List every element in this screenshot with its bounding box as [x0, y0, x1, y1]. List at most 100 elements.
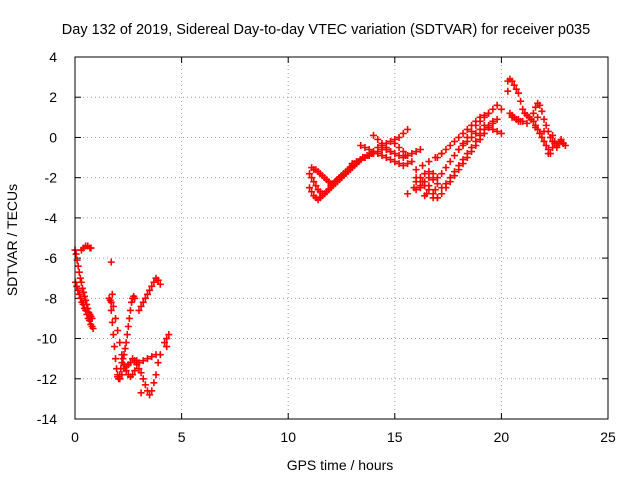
data-point	[519, 117, 527, 125]
data-point	[442, 180, 450, 188]
data-point	[109, 302, 117, 310]
data-point	[446, 174, 454, 182]
data-point	[338, 174, 345, 182]
data-point	[529, 109, 537, 117]
data-point	[429, 190, 437, 198]
data-point	[148, 353, 156, 361]
data-point	[401, 152, 409, 160]
data-point	[139, 357, 147, 365]
data-point	[308, 188, 316, 196]
data-point	[523, 119, 531, 127]
data-point	[514, 115, 522, 123]
data-point	[112, 314, 120, 322]
data-point	[357, 156, 365, 164]
data-point	[391, 158, 399, 166]
data-point	[80, 288, 88, 296]
data-point	[369, 131, 377, 139]
data-point	[74, 286, 82, 294]
data-point	[551, 137, 559, 145]
data-point	[85, 316, 93, 324]
x-tick-label: 0	[71, 429, 79, 445]
data-point	[133, 357, 141, 365]
data-point	[382, 154, 390, 162]
data-point	[468, 127, 476, 135]
data-point	[508, 113, 516, 121]
data-point	[455, 162, 463, 170]
data-point	[493, 127, 501, 135]
data-point	[450, 137, 458, 145]
data-point	[107, 306, 115, 314]
data-point	[485, 109, 493, 117]
data-point	[378, 139, 386, 147]
data-point	[536, 101, 544, 109]
data-point	[163, 335, 171, 343]
data-point	[126, 359, 134, 367]
data-point	[540, 127, 548, 135]
data-point	[412, 178, 420, 186]
data-point	[116, 339, 124, 347]
data-point	[137, 302, 145, 310]
data-point	[119, 355, 127, 363]
data-point	[421, 192, 429, 200]
data-point	[438, 190, 446, 198]
data-point	[122, 339, 130, 347]
data-point	[446, 141, 454, 149]
data-point	[141, 294, 149, 302]
data-point	[365, 152, 373, 160]
data-point	[468, 133, 476, 141]
data-point	[365, 146, 373, 154]
data-point	[127, 298, 135, 306]
data-point	[459, 141, 467, 149]
data-point	[421, 178, 429, 186]
y-tick-label: -6	[45, 250, 58, 266]
data-point	[387, 137, 395, 145]
data-point	[135, 306, 143, 314]
data-point	[497, 129, 505, 137]
data-point	[131, 367, 139, 375]
data-point	[361, 144, 369, 151]
data-point	[378, 152, 386, 160]
data-point	[361, 154, 369, 162]
data-point	[544, 150, 552, 158]
data-point	[446, 158, 454, 166]
data-point	[455, 146, 463, 154]
data-point	[112, 355, 120, 363]
data-point	[374, 144, 382, 151]
data-point	[152, 351, 160, 359]
data-point	[116, 375, 124, 383]
y-tick-label: -2	[45, 170, 58, 186]
axis-ticks	[74, 56, 609, 420]
data-point	[352, 158, 360, 166]
data-point	[369, 148, 377, 156]
data-point	[156, 280, 164, 288]
data-point	[126, 306, 134, 314]
data-point	[73, 282, 81, 290]
data-point	[114, 327, 122, 335]
data-point	[148, 282, 156, 290]
y-tick-label: 2	[49, 89, 57, 105]
data-point	[148, 387, 156, 395]
data-point	[540, 115, 548, 123]
data-point	[442, 146, 450, 154]
data-point	[557, 135, 565, 143]
x-tick-label: 20	[494, 429, 510, 445]
data-point	[463, 137, 471, 145]
data-point	[459, 129, 467, 137]
data-point	[489, 125, 497, 133]
data-point	[124, 322, 132, 330]
data-point	[480, 111, 488, 119]
data-point	[137, 369, 145, 377]
data-point	[433, 180, 441, 188]
data-point	[497, 105, 505, 113]
data-point	[82, 306, 90, 314]
data-point	[517, 97, 525, 105]
data-point	[110, 343, 118, 351]
data-point	[404, 190, 412, 198]
data-point	[532, 103, 540, 111]
data-point	[463, 150, 471, 158]
data-point	[408, 150, 416, 158]
data-point	[75, 268, 83, 276]
data-point	[121, 345, 129, 353]
data-point	[404, 160, 412, 168]
data-point	[431, 154, 439, 162]
